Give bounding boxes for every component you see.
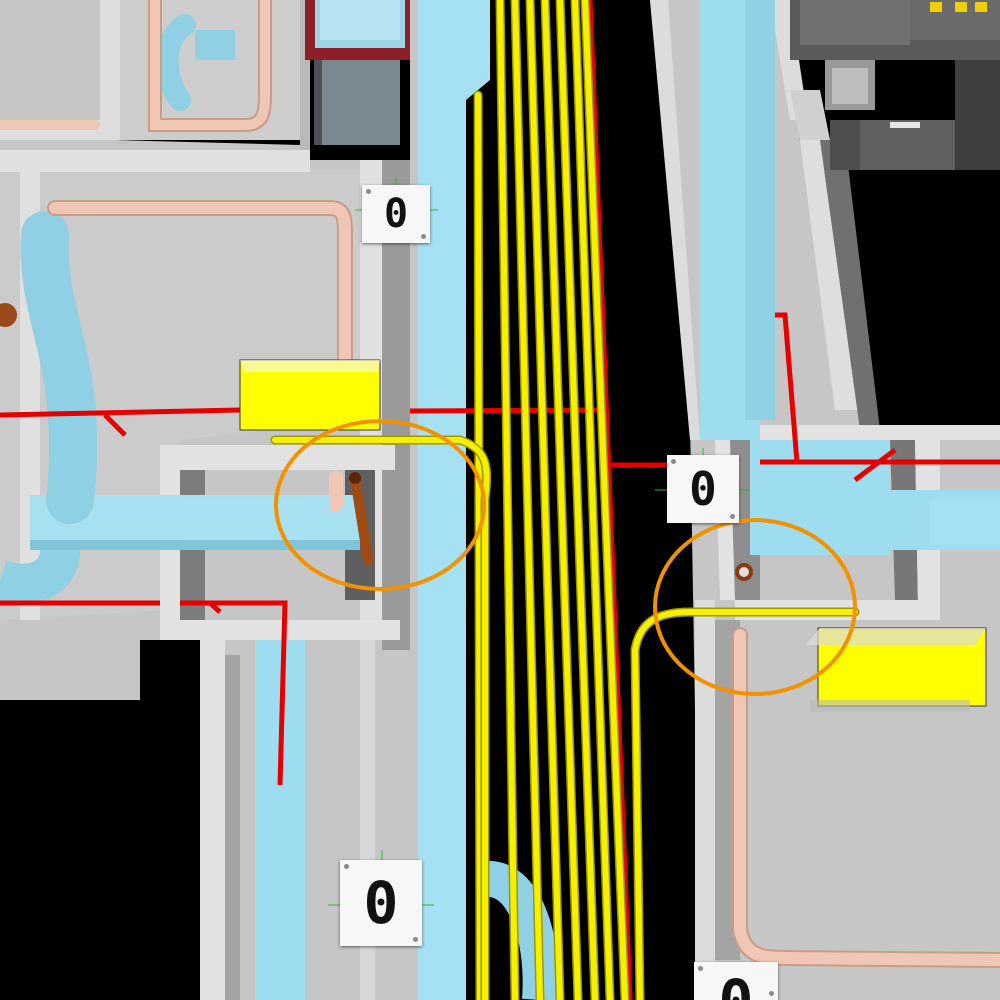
clash-marker-left[interactable]: [274, 419, 486, 591]
pink-pipes: [0, 0, 1000, 968]
clash-tag-top[interactable]: 0: [362, 185, 430, 243]
clash-tag-bottom-right[interactable]: 0: [694, 962, 778, 1000]
clash-tag-label: 0: [363, 869, 399, 937]
shaft-box: [305, 0, 410, 145]
rust-pipes: [0, 303, 753, 581]
clash-tag-label: 0: [383, 191, 409, 237]
clash-marker-right[interactable]: [653, 518, 857, 696]
clash-tag-label: 0: [689, 462, 717, 516]
clash-tag-mid-right[interactable]: 0: [667, 455, 739, 523]
clash-tag-bottom-left[interactable]: 0: [340, 860, 422, 946]
yellow-cables: [270, 0, 860, 1000]
clash-tag-label: 0: [719, 972, 754, 1000]
kitchen-cabinets: [790, 0, 1000, 170]
